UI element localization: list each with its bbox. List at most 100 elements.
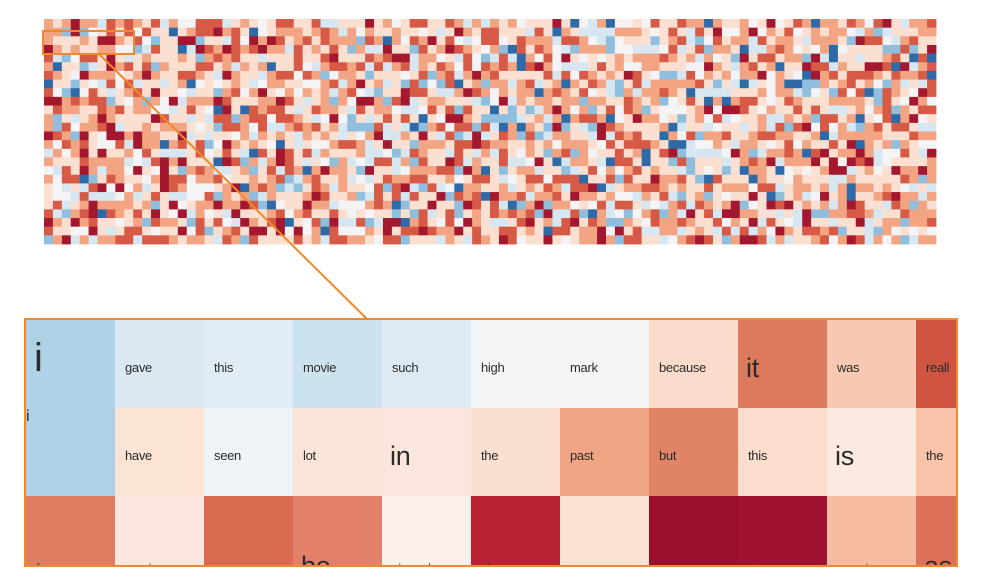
overview-cell	[802, 157, 812, 167]
overview-cell	[365, 122, 375, 132]
word-label: yet	[748, 561, 765, 565]
overview-cell	[142, 114, 152, 124]
overview-cell	[79, 218, 89, 228]
overview-cell	[757, 174, 767, 184]
overview-cell	[614, 218, 625, 228]
overview-cell	[329, 53, 339, 63]
overview-cell	[507, 140, 518, 150]
overview-cell	[213, 140, 223, 150]
overview-cell	[400, 140, 411, 150]
overview-cell	[231, 114, 241, 124]
overview-cell	[267, 183, 277, 193]
overview-cell	[463, 36, 473, 46]
overview-cell	[311, 19, 321, 29]
overview-cell	[365, 166, 375, 176]
overview-cell	[186, 96, 197, 106]
word-label: this	[214, 360, 234, 375]
overview-cell	[472, 19, 482, 29]
overview-cell	[597, 226, 607, 236]
overview-cell	[855, 88, 866, 98]
overview-cell	[320, 88, 330, 98]
overview-cell	[811, 174, 821, 184]
overview-cell	[124, 157, 134, 167]
overview-cell	[846, 235, 857, 245]
overview-cell	[338, 27, 348, 37]
overview-cell	[784, 218, 794, 228]
overview-cell	[311, 96, 321, 106]
overview-cell	[713, 114, 723, 124]
overview-cell	[659, 88, 669, 98]
overview-cell	[748, 183, 758, 193]
overview-cell	[918, 218, 928, 228]
overview-cell	[293, 27, 304, 37]
overview-cell	[605, 148, 616, 158]
overview-cell	[159, 19, 170, 29]
overview-cell	[632, 131, 643, 141]
overview-cell	[204, 53, 214, 63]
overview-cell	[382, 19, 393, 29]
overview-cell	[713, 88, 723, 98]
overview-cell	[918, 192, 928, 202]
overview-cell	[142, 122, 152, 132]
overview-cell	[909, 166, 919, 176]
overview-cell	[454, 114, 464, 124]
overview-cell	[927, 183, 937, 193]
overview-cell	[543, 44, 553, 55]
overview-cell	[213, 105, 223, 115]
overview-cell	[641, 88, 651, 98]
overview-cell	[347, 44, 357, 55]
overview-cell	[561, 36, 571, 46]
overview-cell	[338, 131, 348, 141]
overview-cell	[516, 226, 527, 236]
overview-cell	[677, 96, 687, 106]
overview-cell	[365, 105, 375, 115]
overview-cell	[88, 183, 98, 193]
overview-cell	[267, 27, 277, 37]
overview-cell	[597, 53, 607, 63]
overview-cell	[481, 105, 491, 115]
overview-cell	[623, 192, 634, 202]
overview-cell	[61, 200, 72, 210]
word-cell: gave	[115, 320, 204, 408]
overview-cell	[597, 183, 607, 193]
word-row: i have seen lot in the past but this is the	[26, 408, 956, 496]
overview-cell	[258, 209, 268, 219]
overview-cell	[820, 183, 830, 193]
overview-cell	[258, 27, 268, 37]
overview-cell	[846, 166, 857, 176]
overview-cell	[374, 192, 384, 202]
overview-cell	[605, 19, 616, 29]
overview-cell	[320, 114, 330, 124]
word-label: such	[392, 360, 419, 375]
overview-cell	[846, 209, 857, 219]
overview-cell	[641, 122, 651, 132]
overview-cell	[605, 53, 616, 63]
overview-cell	[284, 36, 295, 46]
overview-cell	[151, 53, 161, 63]
overview-cell	[400, 62, 411, 72]
overview-cell	[775, 114, 785, 124]
overview-cell	[855, 209, 866, 219]
overview-cell	[204, 105, 214, 115]
overview-cell	[811, 79, 821, 89]
overview-cell	[52, 53, 63, 63]
overview-cell	[641, 53, 651, 63]
overview-cell	[311, 140, 321, 150]
overview-cell	[329, 27, 339, 37]
overview-cell	[88, 27, 98, 37]
overview-cell	[320, 226, 330, 236]
overview-cell	[570, 70, 580, 80]
overview-cell	[106, 79, 116, 89]
overview-cell	[891, 88, 901, 98]
overview-cell	[168, 140, 179, 150]
overview-cell	[418, 36, 428, 46]
overview-cell	[382, 157, 393, 167]
overview-cell	[436, 105, 446, 115]
overview-cell	[61, 166, 72, 176]
overview-cell	[106, 157, 116, 167]
overview-cell	[151, 96, 161, 106]
overview-cell	[302, 36, 312, 46]
overview-cell	[695, 36, 705, 46]
overview-cell	[186, 114, 197, 124]
overview-cell	[168, 44, 179, 55]
